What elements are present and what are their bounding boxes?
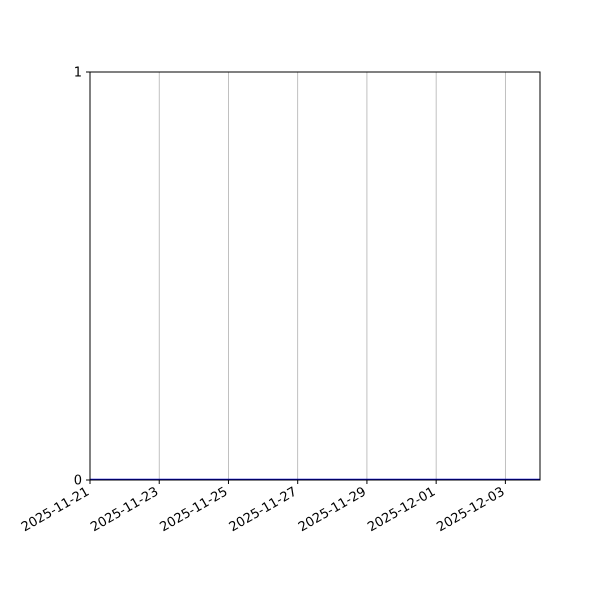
- x-tick-label: 2025-11-23: [88, 484, 161, 535]
- x-tick-label: 2025-11-21: [19, 484, 92, 535]
- y-axis: 01: [74, 66, 90, 489]
- y-tick-label: 1: [74, 66, 82, 81]
- x-tick-label: 2025-11-25: [158, 484, 231, 535]
- axes-frame: [89, 71, 541, 481]
- x-tick-label: 2025-12-01: [365, 484, 438, 535]
- x-tick-label: 2025-11-27: [227, 484, 300, 535]
- x-tick-label: 2025-11-29: [296, 484, 369, 535]
- y-tick-label: 0: [74, 474, 82, 489]
- x-tick-label: 2025-12-03: [434, 484, 507, 535]
- grid: [89, 72, 506, 480]
- x-axis: 2025-11-212025-11-232025-11-252025-11-27…: [19, 480, 507, 535]
